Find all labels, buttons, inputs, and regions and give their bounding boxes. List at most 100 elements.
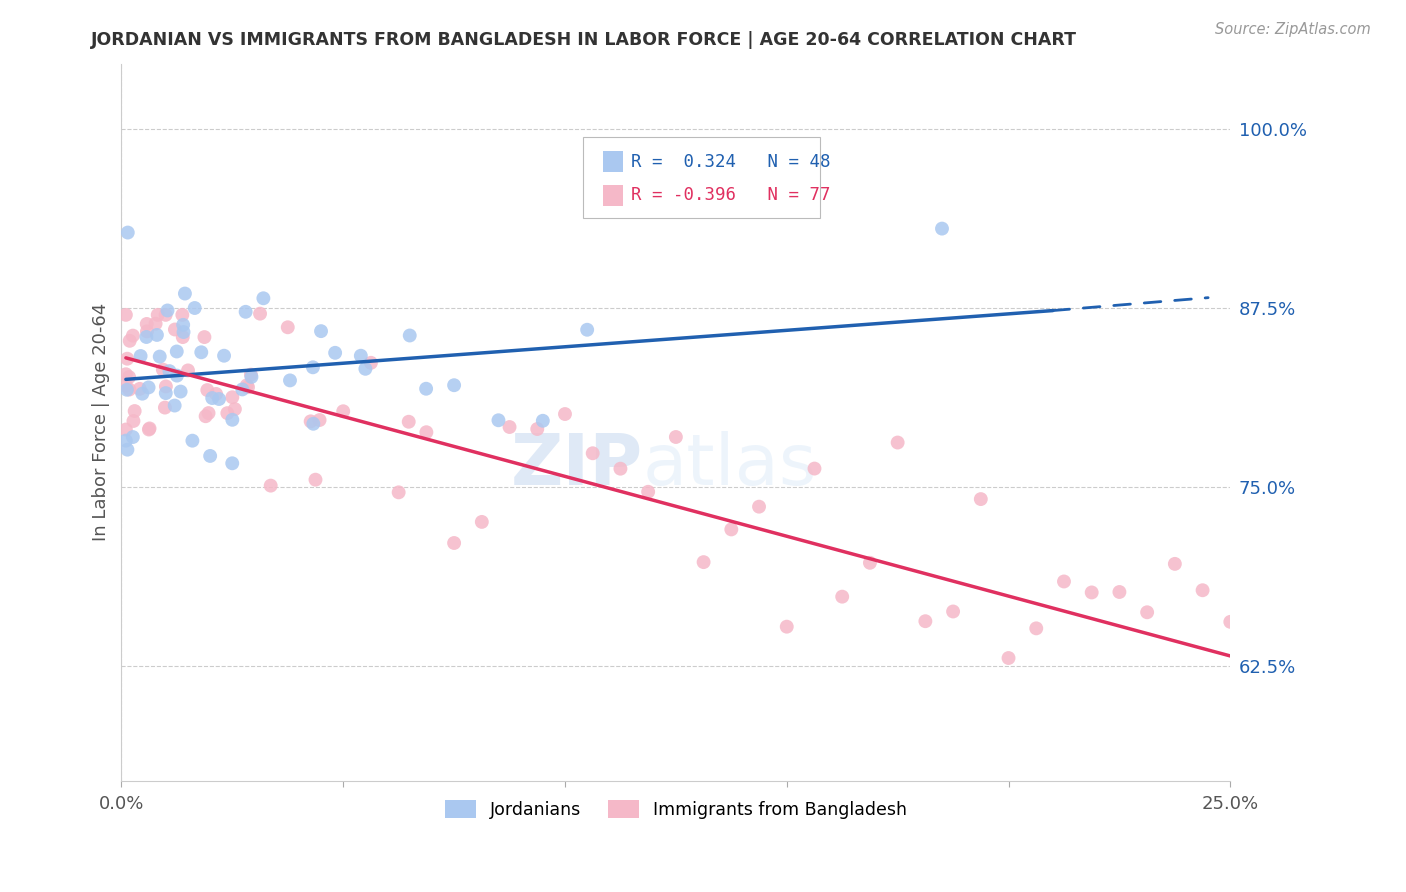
Point bbox=[997, 651, 1019, 665]
Point bbox=[859, 556, 882, 570]
Point bbox=[135, 317, 157, 331]
Point bbox=[115, 308, 138, 322]
Point bbox=[299, 414, 322, 428]
Point bbox=[217, 406, 239, 420]
Point bbox=[415, 425, 437, 440]
Point bbox=[240, 370, 263, 384]
Point bbox=[354, 361, 377, 376]
Point bbox=[195, 383, 218, 397]
Point bbox=[1136, 605, 1159, 619]
Point bbox=[124, 404, 146, 418]
Point bbox=[415, 382, 437, 396]
Point bbox=[388, 485, 411, 500]
Point bbox=[197, 406, 219, 420]
Point bbox=[308, 413, 330, 427]
Point bbox=[166, 344, 188, 359]
Point bbox=[443, 536, 465, 550]
Point bbox=[1080, 585, 1102, 599]
Point bbox=[302, 417, 325, 431]
Point bbox=[235, 305, 257, 319]
Point bbox=[488, 413, 510, 427]
Point bbox=[350, 349, 373, 363]
Point bbox=[146, 308, 169, 322]
Point bbox=[208, 392, 231, 406]
Point bbox=[117, 351, 139, 366]
Point bbox=[194, 409, 217, 424]
Point bbox=[309, 324, 332, 338]
Point bbox=[118, 370, 141, 384]
Point bbox=[117, 442, 139, 457]
Point bbox=[803, 461, 825, 475]
Point bbox=[115, 434, 138, 448]
Point bbox=[177, 363, 200, 377]
Point bbox=[498, 420, 520, 434]
Point bbox=[115, 423, 138, 437]
Point bbox=[131, 386, 153, 401]
Point bbox=[118, 383, 141, 397]
Point bbox=[156, 303, 179, 318]
Point bbox=[304, 473, 326, 487]
Point bbox=[138, 423, 160, 437]
Point bbox=[1219, 615, 1241, 629]
Point bbox=[135, 330, 157, 344]
Text: R =  0.324   N = 48: R = 0.324 N = 48 bbox=[631, 153, 831, 170]
Point bbox=[146, 327, 169, 342]
Point bbox=[155, 386, 177, 401]
Point bbox=[398, 328, 420, 343]
Point bbox=[155, 308, 177, 322]
Point bbox=[152, 362, 174, 376]
Point bbox=[970, 492, 993, 507]
Point bbox=[720, 523, 742, 537]
Point bbox=[914, 614, 936, 628]
Point bbox=[201, 391, 224, 405]
Point bbox=[526, 422, 548, 436]
Text: R = -0.396   N = 77: R = -0.396 N = 77 bbox=[631, 186, 831, 204]
Point bbox=[260, 478, 283, 492]
Point bbox=[1164, 557, 1187, 571]
Point bbox=[236, 380, 259, 394]
Point bbox=[471, 515, 494, 529]
Point bbox=[249, 307, 271, 321]
Point bbox=[190, 345, 212, 359]
Point bbox=[831, 590, 853, 604]
Point bbox=[153, 401, 176, 415]
Point bbox=[166, 368, 188, 383]
Point bbox=[582, 446, 605, 460]
Point bbox=[323, 346, 346, 360]
Point bbox=[942, 605, 965, 619]
Point bbox=[665, 430, 688, 444]
Point bbox=[637, 484, 659, 499]
Point bbox=[252, 291, 274, 305]
Point bbox=[748, 500, 770, 514]
Point bbox=[115, 368, 138, 382]
Point bbox=[205, 387, 228, 401]
Point bbox=[302, 360, 325, 375]
Point bbox=[115, 383, 138, 397]
Text: JORDANIAN VS IMMIGRANTS FROM BANGLADESH IN LABOR FORCE | AGE 20-64 CORRELATION C: JORDANIAN VS IMMIGRANTS FROM BANGLADESH … bbox=[91, 31, 1077, 49]
Point bbox=[159, 364, 181, 378]
Point bbox=[398, 415, 420, 429]
Point bbox=[115, 378, 138, 392]
Point bbox=[193, 330, 215, 344]
Point bbox=[236, 378, 259, 392]
Point bbox=[1025, 621, 1047, 635]
Point bbox=[609, 461, 631, 475]
Point bbox=[173, 325, 195, 339]
Point bbox=[221, 413, 243, 427]
Point bbox=[117, 226, 139, 240]
Point bbox=[692, 555, 714, 569]
Point bbox=[163, 399, 186, 413]
Point bbox=[145, 317, 167, 331]
Point bbox=[576, 323, 599, 337]
Point bbox=[183, 301, 205, 315]
Point bbox=[129, 349, 152, 363]
Point bbox=[181, 434, 204, 448]
Point bbox=[1053, 574, 1076, 589]
Point bbox=[122, 328, 145, 343]
Point bbox=[221, 456, 243, 470]
Point bbox=[121, 430, 143, 444]
Point bbox=[554, 407, 576, 421]
Point bbox=[122, 414, 145, 428]
Point bbox=[239, 368, 262, 382]
Point bbox=[172, 318, 194, 332]
